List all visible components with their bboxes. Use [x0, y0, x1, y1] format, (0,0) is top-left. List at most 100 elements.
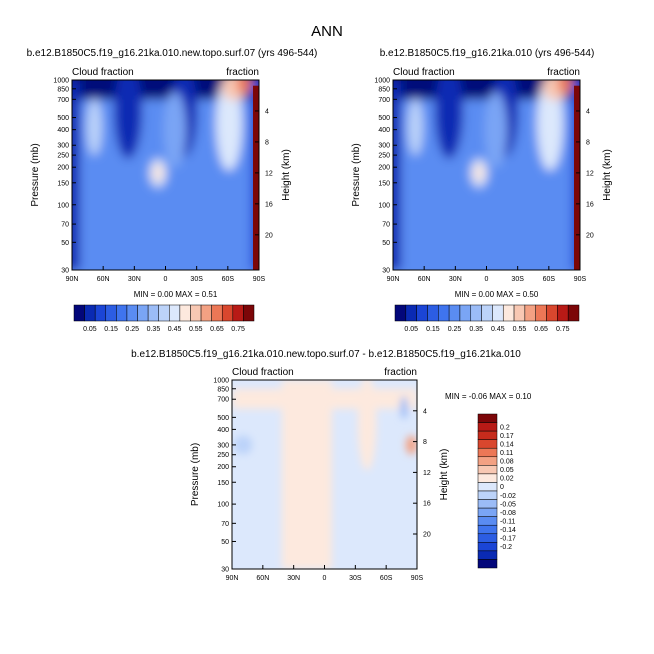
colorbar-label: 0.75	[231, 326, 245, 333]
y-right-tick-label: 16	[423, 501, 431, 508]
x-tick-label: 30S	[511, 276, 524, 283]
y-tick-label: 30	[61, 268, 69, 275]
colorbar-label: 0.05	[404, 326, 418, 333]
y-right-tick-label: 8	[586, 139, 590, 146]
x-tick-label: 90S	[411, 575, 424, 582]
y-tick-label: 50	[61, 240, 69, 247]
panel-2: b.e12.B1850C5.f19_g16.21ka.010 (yrs 496-…	[351, 48, 613, 333]
y-right-tick-label: 16	[265, 201, 273, 208]
field-contour	[536, 80, 564, 171]
x-tick-label: 60N	[418, 276, 431, 283]
y-tick-label: 50	[382, 240, 390, 247]
y-axis-label: Pressure (mb)	[351, 143, 362, 206]
y-right-tick-label: 8	[423, 439, 427, 446]
y-tick-label: 250	[217, 452, 229, 459]
y-tick-label: 500	[378, 115, 390, 122]
colorbar-label: 0.15	[104, 326, 118, 333]
colorbar-label: 0.08	[500, 459, 514, 466]
colorbar-swatch	[211, 304, 223, 322]
y-tick-label: 400	[57, 127, 69, 134]
colorbar-swatch	[477, 550, 498, 560]
x-tick-label: 60S	[543, 276, 556, 283]
y-tick-label: 150	[217, 480, 229, 487]
panel-title: b.e12.B1850C5.f19_g16.21ka.010 (yrs 496-…	[380, 48, 595, 59]
colorbar-swatch	[477, 413, 498, 423]
field-contour	[163, 91, 187, 168]
colorbar-swatch	[405, 304, 417, 322]
colorbar-label: 0.65	[534, 326, 548, 333]
colorbar-swatch	[427, 304, 439, 322]
y-tick-label: 100	[217, 502, 229, 509]
colorbar-swatch	[524, 304, 536, 322]
y-tick-label: 70	[61, 222, 69, 229]
x-tick-label: 90N	[66, 276, 79, 283]
colorbar-swatch	[477, 499, 498, 509]
colorbar-swatch	[477, 533, 498, 543]
colorbar-swatch	[477, 465, 498, 475]
colorbar-swatch	[169, 304, 181, 322]
colorbar: 0.2 0.170.14 0.11 0.080.05 0.020 -0.02-0.05 -0…	[477, 413, 516, 569]
y-tick-label: 1000	[213, 378, 229, 385]
colorbar-swatch	[477, 490, 498, 500]
field-contour	[86, 98, 102, 156]
field-contour	[473, 163, 485, 183]
colorbar-label: -0.05	[500, 501, 516, 508]
x-tick-label: 60S	[222, 276, 235, 283]
colorbar-swatch	[535, 304, 547, 322]
panel-1: b.e12.B1850C5.f19_g16.21ka.010.new.topo.…	[27, 48, 318, 333]
field-contours	[72, 80, 259, 270]
y-tick-label: 400	[378, 127, 390, 134]
field-contour	[400, 396, 408, 419]
colorbar-swatch	[137, 304, 149, 322]
colorbar-label: -0.14	[500, 527, 516, 534]
y-tick-label: 850	[378, 86, 390, 93]
colorbar-swatch	[481, 304, 493, 322]
colorbar-swatch	[232, 304, 244, 322]
colorbar-swatch	[502, 304, 515, 322]
left-label: Cloud fraction	[393, 67, 455, 78]
field-contour	[484, 91, 508, 168]
colorbar-swatch	[73, 304, 85, 322]
field-contour	[393, 80, 401, 270]
colorbar-swatch	[200, 304, 212, 322]
x-tick-label: 90S	[574, 276, 587, 283]
field-contour	[114, 80, 143, 159]
colorbar-label: 0.11	[500, 450, 513, 457]
colorbar-label: 0.55	[189, 326, 203, 333]
y-tick-label: 400	[217, 427, 229, 434]
x-tick-label: 90N	[387, 276, 400, 283]
colorbar-swatch	[477, 430, 498, 440]
x-tick-label: 30N	[287, 575, 300, 582]
x-tick-label: 60N	[97, 276, 110, 283]
y-right-tick-label: 20	[423, 531, 431, 538]
colorbar-label: 0.2	[500, 424, 510, 431]
panel-title: b.e12.B1850C5.f19_g16.21ka.010.new.topo.…	[27, 48, 318, 59]
x-tick-label: 30N	[449, 276, 462, 283]
y-tick-label: 850	[57, 86, 69, 93]
colorbar-label: 0.45	[491, 326, 505, 333]
field-contours	[393, 80, 580, 270]
colorbar-label: -0.2	[500, 544, 512, 551]
colorbar-label: 0.05	[83, 326, 97, 333]
colorbar-label: -0.08	[500, 510, 516, 517]
y-tick-label: 850	[217, 386, 229, 393]
colorbar-label: 0.14	[500, 441, 514, 448]
y-tick-label: 30	[221, 567, 229, 574]
colorbar-swatch	[438, 304, 450, 322]
colorbar-swatch	[459, 304, 472, 322]
y-tick-label: 50	[221, 539, 229, 546]
field-edge	[253, 85, 259, 270]
colorbar-swatch	[567, 304, 580, 322]
colorbar-label: 0.35	[469, 326, 483, 333]
heatmap-field	[393, 80, 580, 270]
stats-label: MIN = 0.00 MAX = 0.51	[134, 290, 218, 299]
colorbar-swatch	[448, 304, 461, 322]
y-axis-label: Pressure (mb)	[190, 443, 201, 506]
colorbar: 0.05 0.15 0.25 0.35 0.45 0.55 0.65 0.75	[73, 304, 255, 333]
colorbar-swatch	[477, 439, 498, 449]
colorbar-swatch	[477, 524, 498, 535]
heatmap-field	[72, 80, 259, 270]
left-label: Cloud fraction	[232, 367, 294, 378]
field-contour	[407, 98, 423, 156]
y-tick-label: 250	[57, 153, 69, 160]
